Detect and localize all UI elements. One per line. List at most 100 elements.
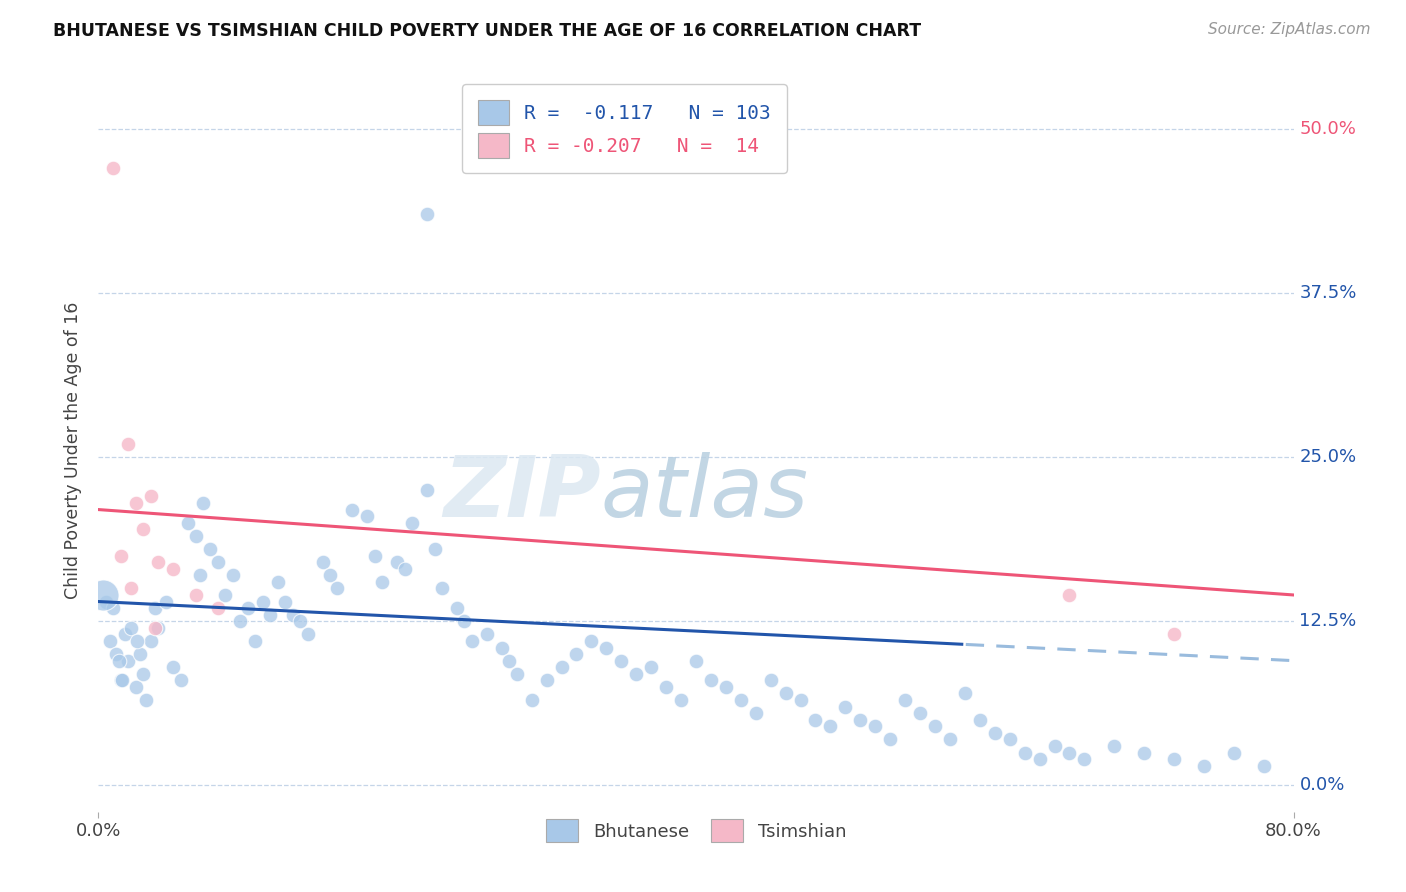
Point [117,437,139,451]
Point [730,693,752,707]
Text: 37.5%: 37.5% [1299,284,1357,301]
Y-axis label: Child Poverty Under the Age of 16: Child Poverty Under the Age of 16 [65,301,83,599]
Point [1163,627,1185,641]
Point [1192,758,1215,772]
Point [610,654,633,668]
Point [834,699,856,714]
Point [132,666,155,681]
Legend: Bhutanese, Tsimshian: Bhutanese, Tsimshian [536,808,856,854]
Point [252,594,274,608]
Point [311,555,333,569]
Point [103,161,125,175]
Point [127,634,149,648]
Point [984,726,1007,740]
Point [1104,739,1126,753]
Point [520,693,543,707]
Point [148,621,170,635]
Point [969,713,991,727]
Point [626,666,648,681]
Point [1059,746,1081,760]
Point [1253,758,1275,772]
Point [229,614,252,628]
Point [191,496,214,510]
Point [326,582,349,596]
Text: BHUTANESE VS TSIMSHIAN CHILD POVERTY UNDER THE AGE OF 16 CORRELATION CHART: BHUTANESE VS TSIMSHIAN CHILD POVERTY UND… [53,22,921,40]
Point [1223,746,1246,760]
Point [879,732,901,747]
Point [655,680,678,694]
Point [565,647,588,661]
Text: atlas: atlas [600,452,808,535]
Point [342,502,364,516]
Point [110,549,132,563]
Point [745,706,768,721]
Point [700,673,723,688]
Point [804,713,827,727]
Point [139,634,162,648]
Point [1059,588,1081,602]
Point [91,588,114,602]
Point [998,732,1021,747]
Point [120,582,142,596]
Point [177,516,200,530]
Point [461,634,484,648]
Point [148,555,170,569]
Point [188,568,211,582]
Point [117,654,139,668]
Point [506,666,529,681]
Point [430,582,453,596]
Point [1133,746,1156,760]
Point [401,516,423,530]
Point [1043,739,1066,753]
Point [536,673,558,688]
Point [371,574,394,589]
Point [714,680,737,694]
Point [94,594,117,608]
Point [1163,752,1185,766]
Point [1073,752,1095,766]
Point [1028,752,1050,766]
Point [143,621,166,635]
Point [394,562,416,576]
Point [105,647,128,661]
Point [98,634,122,648]
Point [120,621,142,635]
Point [267,574,290,589]
Point [908,706,931,721]
Point [446,601,468,615]
Text: ZIP: ZIP [443,452,600,535]
Point [385,555,409,569]
Point [953,686,976,700]
Point [125,680,148,694]
Point [550,660,572,674]
Point [155,594,177,608]
Point [820,719,842,733]
Point [135,693,157,707]
Point [581,634,603,648]
Point [775,686,797,700]
Point [143,601,166,615]
Point [281,607,304,622]
Point [894,693,917,707]
Point [274,594,297,608]
Point [423,541,446,556]
Text: 12.5%: 12.5% [1299,612,1357,631]
Text: 25.0%: 25.0% [1299,448,1357,466]
Point [125,496,148,510]
Point [200,541,222,556]
Text: 0.0%: 0.0% [1299,776,1346,795]
Point [162,660,184,674]
Point [849,713,872,727]
Point [129,647,152,661]
Point [207,601,229,615]
Point [169,673,191,688]
Point [111,673,134,688]
Point [162,562,184,576]
Point [669,693,692,707]
Text: 50.0%: 50.0% [1299,120,1357,137]
Point [789,693,811,707]
Point [214,588,236,602]
Point [640,660,662,674]
Point [498,654,520,668]
Point [245,634,267,648]
